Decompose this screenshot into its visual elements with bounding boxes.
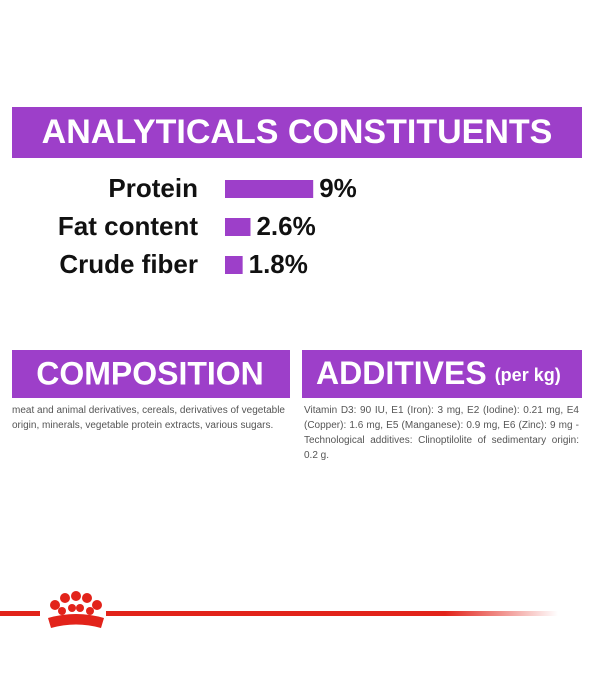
composition-text: meat and animal derivatives, cereals, de… bbox=[12, 405, 285, 431]
category-label: Crude fiber bbox=[59, 249, 198, 279]
value-label: 2.6% bbox=[256, 211, 315, 241]
chart-title: ANALYTICALS CONSTITUENTS bbox=[42, 113, 553, 151]
footer-line bbox=[0, 611, 40, 616]
bar bbox=[225, 218, 251, 236]
title-banner bbox=[12, 107, 582, 158]
value-label: 1.8% bbox=[249, 249, 308, 279]
additives-unit: (per kg) bbox=[495, 365, 561, 385]
additives-title-text: ADDITIVES bbox=[316, 355, 487, 391]
footer-line bbox=[106, 611, 558, 616]
composition-title: COMPOSITION bbox=[36, 355, 264, 391]
additives-text: Vitamin D3: 90 IU, E1 (Iron): 3 mg, E2 (… bbox=[304, 405, 579, 461]
additives-title: ADDITIVES (per kg) bbox=[316, 355, 561, 391]
bar bbox=[225, 180, 314, 198]
composition-banner bbox=[12, 350, 290, 398]
logo bbox=[48, 591, 104, 628]
additives-banner bbox=[302, 350, 582, 398]
bar bbox=[225, 256, 243, 274]
category-label: Fat content bbox=[58, 211, 198, 241]
value-label: 9% bbox=[319, 173, 357, 203]
category-label: Protein bbox=[108, 173, 198, 203]
